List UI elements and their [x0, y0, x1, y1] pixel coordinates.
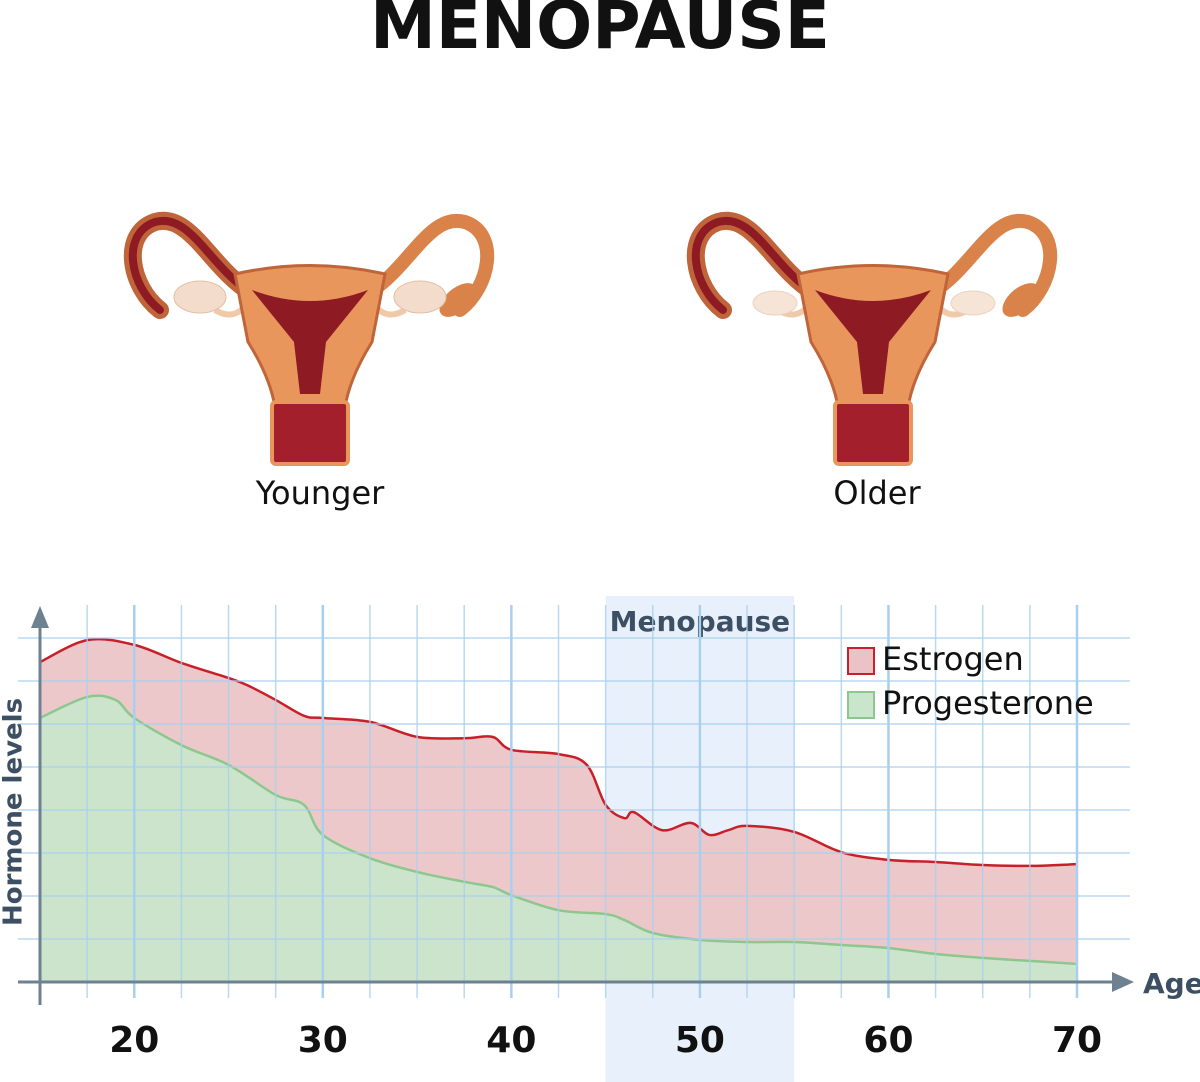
legend-label: Progesterone [882, 684, 1094, 722]
x-tick-label: 60 [863, 1020, 913, 1061]
y-axis-label: Hormone levels [0, 698, 29, 926]
x-tick-label: 20 [109, 1020, 159, 1061]
illustration-older [696, 221, 1050, 464]
page-title: MENOPAUSE [370, 0, 830, 64]
x-tick-label: 50 [675, 1020, 725, 1061]
x-tick-label: 40 [486, 1020, 536, 1061]
x-tick-label: 30 [298, 1020, 348, 1061]
x-axis-arrow [1112, 972, 1134, 992]
illustration-label: Younger [255, 474, 385, 512]
x-tick-label: 70 [1052, 1020, 1102, 1061]
legend-swatch [847, 691, 875, 719]
area [40, 695, 1077, 982]
illustration-younger [133, 221, 487, 464]
x-axis-label: Age [1143, 967, 1200, 1000]
legend-swatch [847, 647, 875, 675]
y-axis-arrow [31, 606, 49, 628]
illustration-label: Older [833, 474, 921, 512]
legend-label: Estrogen [882, 640, 1024, 678]
